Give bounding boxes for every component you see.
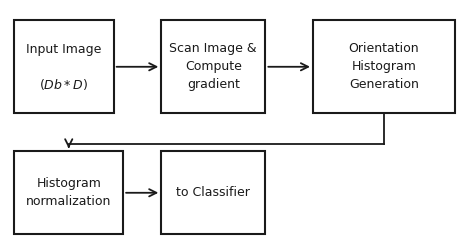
FancyBboxPatch shape — [161, 20, 265, 113]
FancyBboxPatch shape — [313, 20, 455, 113]
Text: Scan Image &
Compute
gradient: Scan Image & Compute gradient — [170, 42, 257, 91]
Text: to Classifier: to Classifier — [176, 186, 250, 199]
Text: Orientation
Histogram
Generation: Orientation Histogram Generation — [349, 42, 419, 91]
FancyBboxPatch shape — [14, 20, 114, 113]
FancyBboxPatch shape — [14, 151, 123, 234]
Text: Input Image: Input Image — [26, 43, 102, 56]
Text: Histogram
normalization: Histogram normalization — [26, 177, 111, 208]
FancyBboxPatch shape — [161, 151, 265, 234]
Text: $(Db * D)$: $(Db * D)$ — [39, 77, 89, 92]
